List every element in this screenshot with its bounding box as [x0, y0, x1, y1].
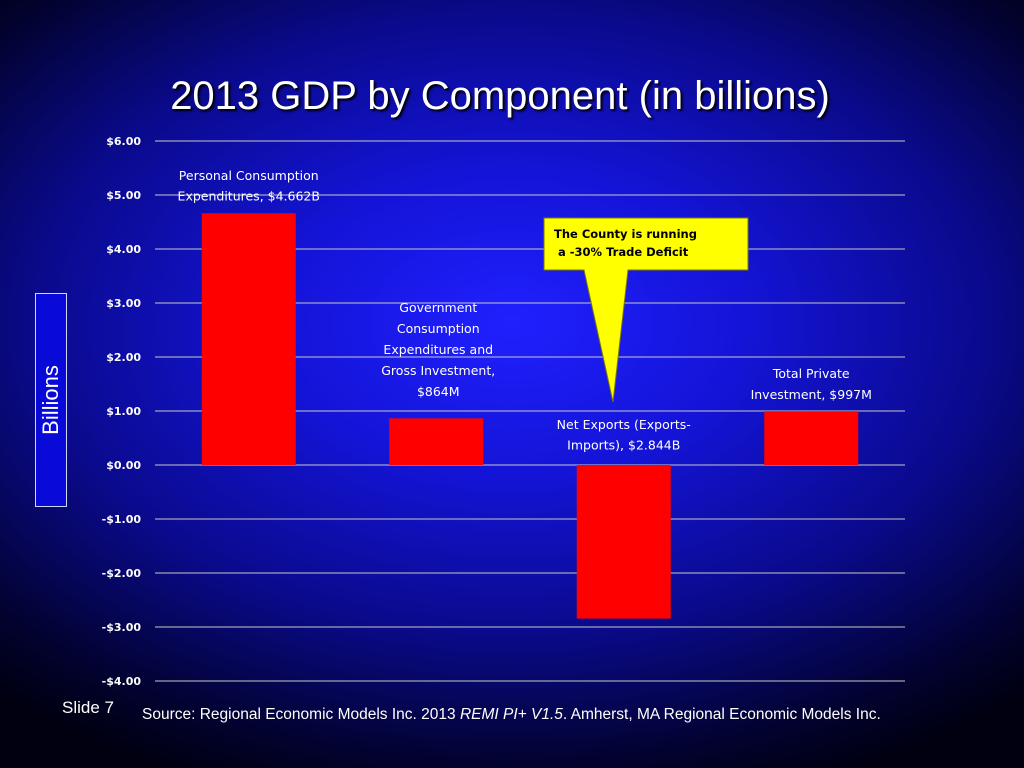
source-product: REMI PI+ V1.5: [459, 706, 563, 723]
y-tick-label: $1.00: [106, 405, 141, 418]
source-note: Source: Regional Economic Models Inc. 20…: [142, 706, 881, 724]
bars: [201, 213, 859, 619]
trade-deficit-callout: The County is running a -30% Trade Defic…: [543, 217, 749, 403]
y-tick-label: -$1.00: [102, 513, 142, 526]
data-label: Personal Consumption Expenditures, $4.662…: [178, 168, 320, 204]
y-axis-ticks: $6.00 $5.00 $4.00 $3.00 $2.00 $1.00 $0.00 -$1.0…: [102, 135, 142, 688]
data-label-line: Expenditures, $4.662B: [178, 189, 320, 204]
data-label-line: Net Exports (Exports-: [557, 417, 691, 432]
data-label-line: Government: [399, 300, 477, 315]
y-tick-label: $5.00: [106, 189, 141, 202]
callout-text: The County is running a -30% Trade Defic…: [554, 227, 697, 259]
data-label-line: Total Private: [772, 366, 850, 381]
bar: [389, 418, 484, 465]
y-tick-label: $3.00: [106, 297, 141, 310]
data-label-line: Consumption: [397, 321, 480, 336]
y-tick-label: $0.00: [106, 459, 141, 472]
y-tick-label: -$2.00: [102, 567, 142, 580]
y-tick-label: $2.00: [106, 351, 141, 364]
bar: [576, 465, 671, 619]
y-axis-label-box: Billions: [35, 293, 67, 507]
data-label-line: Gross Investment,: [381, 363, 495, 378]
source-prefix: Source: Regional Economic Models Inc. 20…: [142, 706, 460, 723]
y-tick-label: -$4.00: [102, 675, 142, 688]
callout-line: a -30% Trade Deficit: [554, 245, 689, 259]
slide-title: 2013 GDP by Component (in billions): [170, 74, 830, 118]
data-label-line: Imports), $2.844B: [567, 438, 680, 453]
data-label-line: Investment, $997M: [751, 387, 872, 402]
data-label: Net Exports (Exports- Imports), $2.844B: [557, 417, 691, 453]
data-label: Total Private Investment, $997M: [751, 366, 872, 402]
callout-shape: [543, 217, 749, 403]
callout-line: The County is running: [554, 227, 697, 241]
data-label-line: Expenditures and: [383, 342, 493, 357]
source-suffix: . Amherst, MA Regional Economic Models I…: [562, 706, 881, 723]
y-tick-label: -$3.00: [102, 621, 142, 634]
data-labels: Personal Consumption Expenditures, $4.662…: [178, 168, 872, 453]
data-label-line: Personal Consumption: [179, 168, 319, 183]
data-label: Government Consumption Expenditures and Gro…: [381, 300, 495, 399]
data-label-line: $864M: [417, 384, 460, 399]
slide-number: Slide 7: [62, 698, 114, 717]
bar: [764, 411, 859, 465]
bar: [201, 213, 296, 465]
y-tick-label: $6.00: [106, 135, 141, 148]
y-tick-label: $4.00: [106, 243, 141, 256]
